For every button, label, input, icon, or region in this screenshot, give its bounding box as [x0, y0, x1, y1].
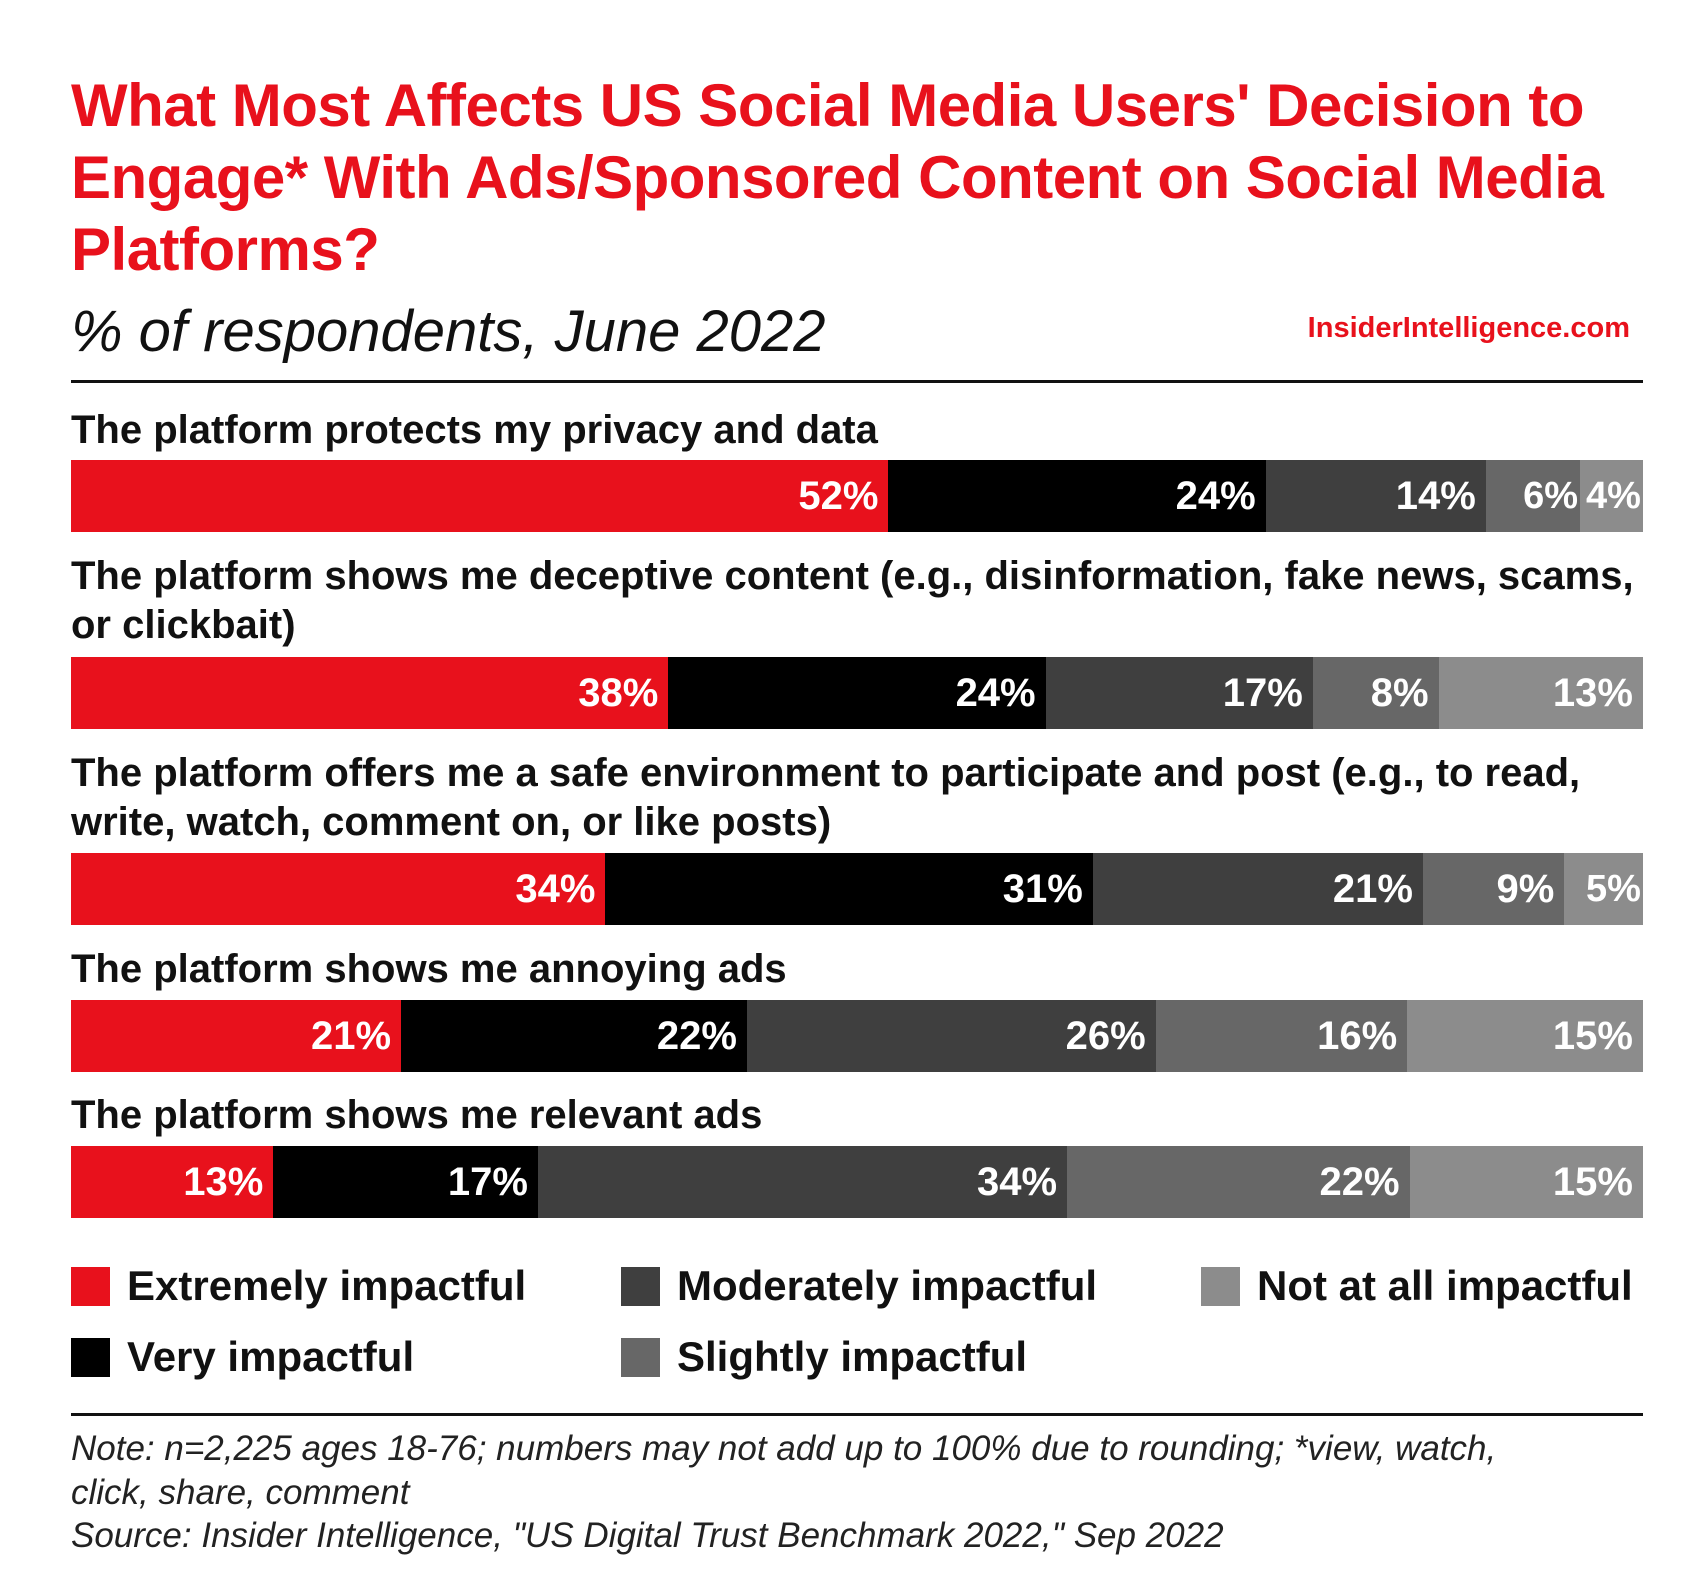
data-label: 52% — [798, 473, 879, 518]
legend-swatch — [71, 1337, 110, 1377]
data-label: 22% — [656, 1013, 737, 1058]
category-label: The platform shows me deceptive content … — [71, 554, 1634, 647]
brand-link: InsiderIntelligence.com — [1307, 312, 1630, 344]
data-label: 38% — [578, 670, 659, 715]
bar-segment: 13% — [1438, 657, 1643, 729]
bar-segment: 4% — [1580, 460, 1643, 532]
source-line: Source: Insider Intelligence, "US Digita… — [71, 1516, 1224, 1555]
bar-segment: 38% — [71, 657, 669, 729]
bar-segment: 31% — [605, 853, 1093, 925]
data-label: 17% — [447, 1159, 528, 1204]
bar-segment: 13% — [71, 1146, 274, 1218]
category-label: The platform shows me relevant ads — [71, 1093, 763, 1137]
data-label: 31% — [1002, 866, 1083, 911]
data-label: 9% — [1496, 866, 1555, 911]
bar-segment: 52% — [71, 460, 889, 532]
note-line-2: click, share, comment — [71, 1473, 410, 1512]
bar-segment: 17% — [273, 1146, 538, 1218]
category-label: The platform offers me a safe environmen… — [71, 751, 1581, 844]
data-label: 8% — [1370, 670, 1429, 715]
stacked-bar: 38% 24% 17% 8% 13% — [71, 657, 1643, 729]
data-label: 21% — [311, 1013, 392, 1058]
data-label: 22% — [1319, 1159, 1400, 1204]
data-label: 5% — [1586, 867, 1641, 910]
bottom-divider — [71, 1413, 1643, 1416]
data-label: 15% — [1552, 1159, 1633, 1204]
legend-label: Extremely impactful — [127, 1262, 527, 1309]
legend-swatch — [1201, 1266, 1240, 1306]
legend-label: Not at all impactful — [1257, 1262, 1633, 1309]
category-label: The platform shows me annoying ads — [71, 947, 787, 991]
bar-segment: 21% — [71, 1000, 402, 1072]
bar-segment: 16% — [1155, 1000, 1408, 1072]
data-label: 24% — [1175, 473, 1256, 518]
legend-label: Slightly impactful — [677, 1333, 1028, 1380]
category-label: The platform protects my privacy and dat… — [71, 408, 878, 452]
bar-segment: 26% — [746, 1000, 1156, 1072]
bar-segment: 24% — [668, 657, 1046, 729]
top-divider — [71, 380, 1643, 383]
data-label: 17% — [1222, 670, 1303, 715]
data-label: 26% — [1065, 1013, 1146, 1058]
bar-segment: 22% — [401, 1000, 747, 1072]
legend-label: Very impactful — [127, 1333, 415, 1380]
data-label: 13% — [183, 1159, 264, 1204]
bar-segment: 5% — [1564, 853, 1643, 925]
data-label: 13% — [1552, 670, 1633, 715]
bar-segment: 24% — [888, 460, 1266, 532]
data-label: 21% — [1332, 866, 1413, 911]
chart-title: What Most Affects US Social Media Users'… — [71, 72, 1604, 283]
chart-subtitle: % of respondents, June 2022 — [71, 299, 826, 364]
bar-segment: 22% — [1067, 1146, 1410, 1218]
data-label: 6% — [1523, 474, 1579, 517]
bar-segment: 15% — [1407, 1000, 1643, 1072]
legend-item: Extremely impactful — [71, 1262, 526, 1310]
stacked-bar: 13% 17% 34% 22% 15% — [71, 1146, 1643, 1218]
stacked-bar: 52% 24% 14% 6% 4% — [71, 460, 1643, 532]
bar-segment: 34% — [537, 1146, 1068, 1218]
legend-swatch — [71, 1266, 110, 1306]
legend-item: Very impactful — [71, 1333, 414, 1381]
data-label: 14% — [1395, 473, 1476, 518]
data-label: 16% — [1317, 1013, 1398, 1058]
stacked-bar: 34% 31% 21% 9% 5% — [71, 853, 1643, 925]
bar-segment: 9% — [1422, 853, 1565, 925]
legend-label: Moderately impactful — [677, 1262, 1098, 1309]
legend-swatch — [621, 1266, 660, 1306]
data-label: 34% — [977, 1159, 1058, 1204]
legend-swatch — [621, 1337, 660, 1377]
bar-segment: 17% — [1045, 657, 1313, 729]
data-label: 24% — [955, 670, 1036, 715]
bar-segment: 14% — [1265, 460, 1486, 532]
legend-item: Slightly impactful — [621, 1333, 1027, 1381]
data-label: 34% — [515, 866, 596, 911]
bar-segment: 21% — [1092, 853, 1423, 925]
data-label: 4% — [1586, 474, 1641, 517]
stacked-bar: 21% 22% 26% 16% 15% — [71, 1000, 1643, 1072]
bar-segment: 15% — [1409, 1146, 1643, 1218]
legend-item: Moderately impactful — [621, 1262, 1097, 1310]
bar-segment: 6% — [1485, 460, 1581, 532]
data-label: 15% — [1552, 1013, 1633, 1058]
legend-item: Not at all impactful — [1201, 1262, 1633, 1310]
note-line-1: Note: n=2,225 ages 18-76; numbers may no… — [71, 1429, 1497, 1468]
bar-segment: 8% — [1312, 657, 1439, 729]
bar-segment: 34% — [71, 853, 606, 925]
